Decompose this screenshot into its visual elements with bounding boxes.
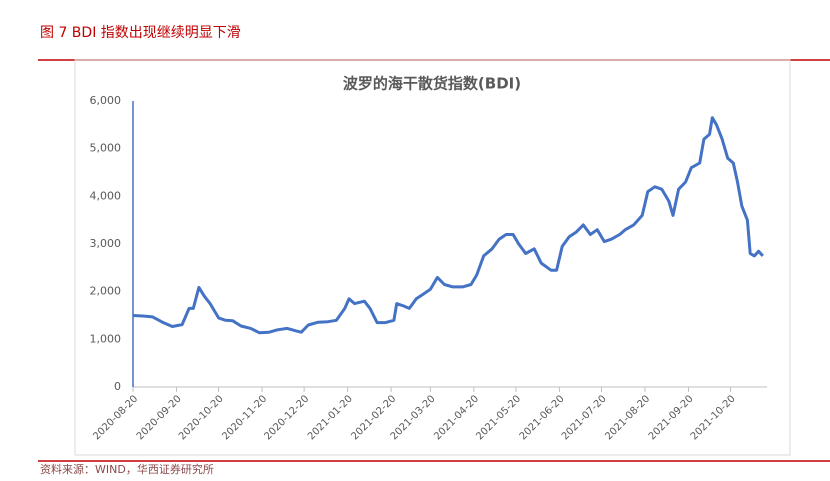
y-tick-label: 1,000	[90, 332, 122, 345]
x-tick-label: 2020-10-20	[177, 393, 226, 442]
x-tick-label: 2021-05-20	[474, 393, 523, 442]
source-note: 资料来源：WIND，华西证券研究所	[40, 462, 214, 476]
y-tick-label: 4,000	[90, 189, 122, 202]
chart-title: 波罗的海干散货指数(BDI)	[343, 75, 521, 93]
x-tick-label: 2021-01-20	[306, 393, 355, 442]
y-tick-label: 0	[114, 380, 121, 393]
chart-frame	[74, 59, 791, 456]
x-tick-label: 2020-08-20	[91, 393, 140, 442]
x-tick-label: 2021-07-20	[560, 393, 609, 442]
x-tick-label: 2021-08-20	[603, 393, 652, 442]
y-tick-label: 6,000	[90, 94, 122, 107]
figure-title: 图 7 BDI 指数出现继续明显下滑	[40, 24, 241, 41]
x-tick-label: 2020-12-20	[262, 393, 311, 442]
y-tick-label: 5,000	[90, 142, 122, 155]
x-tick-label: 2021-10-20	[689, 393, 738, 442]
y-tick-label: 2,000	[90, 285, 122, 298]
y-tick-label: 3,000	[90, 237, 122, 250]
data-line	[132, 116, 764, 335]
